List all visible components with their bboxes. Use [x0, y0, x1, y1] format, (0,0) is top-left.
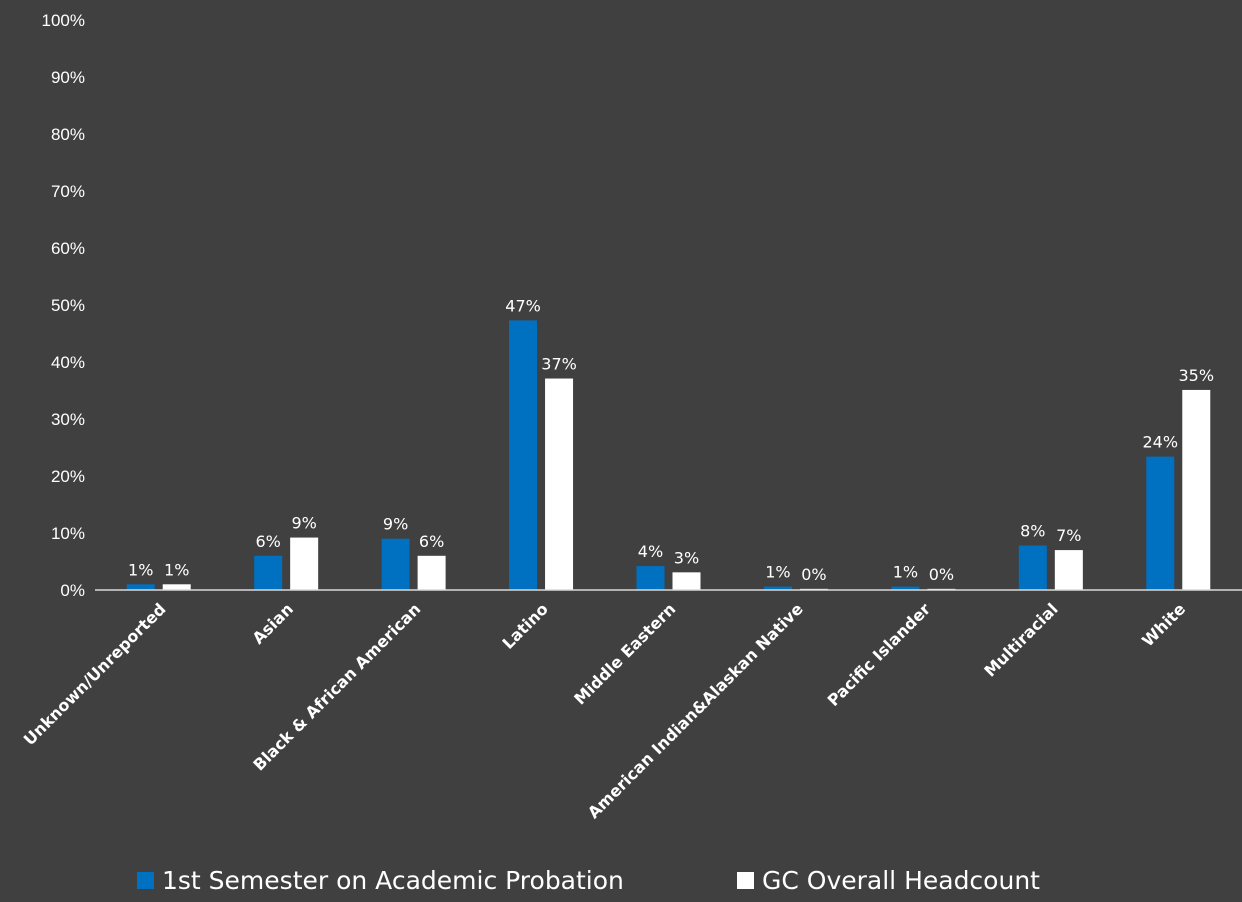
bar-headcount	[1182, 389, 1211, 590]
y-axis: 0% 10% 20% 30% 40% 50% 60% 70% 80% 90% 100%	[42, 11, 85, 600]
data-label-probation: 8%	[1020, 522, 1045, 541]
y-tick-label: 20%	[51, 467, 85, 486]
bar-probation	[126, 584, 155, 590]
data-label-headcount: 1%	[164, 560, 189, 579]
data-label-probation: 1%	[893, 563, 918, 582]
y-tick-label: 100%	[42, 11, 85, 30]
data-label-headcount: 6%	[419, 532, 444, 551]
x-tick-label: Latino	[498, 599, 551, 652]
legend-swatch-probation	[137, 872, 154, 889]
data-label-probation: 6%	[255, 532, 280, 551]
data-label-headcount: 0%	[929, 565, 954, 584]
data-labels: 1% 1% 6% 9% 9% 6% 47% 37% 4% 3% 1% 0% 1% 0% 8% 7% 24% 35%	[128, 296, 1214, 583]
legend-swatch-headcount	[737, 872, 754, 889]
data-label-headcount: 37%	[541, 355, 577, 374]
bar-probation	[1018, 545, 1047, 590]
legend-item-headcount: GC Overall Headcount	[737, 866, 1040, 895]
bar-probation	[381, 538, 410, 590]
data-label-headcount: 35%	[1178, 366, 1214, 385]
bar-headcount	[545, 378, 574, 590]
bar-headcount	[1054, 550, 1083, 590]
x-tick-label: American Indian&Alaskan Native	[584, 599, 807, 822]
y-tick-label: 50%	[51, 296, 85, 315]
y-tick-label: 10%	[51, 524, 85, 543]
data-label-probation: 1%	[128, 560, 153, 579]
data-label-probation: 24%	[1142, 433, 1178, 452]
x-tick-label: Pacific Islander	[824, 599, 935, 710]
data-label-probation: 47%	[505, 296, 541, 315]
data-label-probation: 9%	[383, 515, 408, 534]
y-tick-label: 0%	[60, 581, 85, 600]
legend-item-probation: 1st Semester on Academic Probation	[137, 866, 624, 895]
bar-headcount	[672, 572, 701, 590]
x-tick-label: Asian	[249, 599, 297, 647]
bar-probation	[254, 555, 283, 590]
y-tick-label: 70%	[51, 182, 85, 201]
data-label-headcount: 9%	[291, 514, 316, 533]
x-tick-label: Middle Eastern	[570, 599, 679, 708]
y-tick-label: 90%	[51, 68, 85, 87]
bar-chart: 0% 10% 20% 30% 40% 50% 60% 70% 80% 90% 100% 1% 1% 6%…	[20, 11, 1242, 822]
bar-probation	[891, 586, 920, 590]
bar-probation	[509, 320, 538, 590]
legend-label-probation: 1st Semester on Academic Probation	[162, 866, 624, 895]
y-tick-label: 40%	[51, 353, 85, 372]
bar-probation	[636, 566, 665, 590]
bar-headcount	[162, 584, 191, 590]
x-tick-label: White	[1138, 599, 1189, 650]
data-label-probation: 1%	[765, 563, 790, 582]
bar-probation	[1146, 456, 1175, 590]
y-tick-label: 60%	[51, 239, 85, 258]
x-tick-label: Multiracial	[980, 599, 1061, 680]
data-label-headcount: 3%	[674, 548, 699, 567]
bars	[126, 320, 1211, 590]
legend: 1st Semester on Academic Probation GC Ov…	[0, 862, 1242, 902]
bar-headcount	[417, 555, 446, 590]
data-label-headcount: 7%	[1056, 526, 1081, 545]
bar-probation	[763, 586, 792, 590]
bar-headcount	[290, 537, 319, 590]
data-label-headcount: 0%	[801, 565, 826, 584]
x-tick-label: Unknown/Unreported	[20, 599, 170, 749]
y-tick-label: 30%	[51, 410, 85, 429]
legend-label-headcount: GC Overall Headcount	[762, 866, 1040, 895]
data-label-probation: 4%	[638, 542, 663, 561]
y-tick-label: 80%	[51, 125, 85, 144]
